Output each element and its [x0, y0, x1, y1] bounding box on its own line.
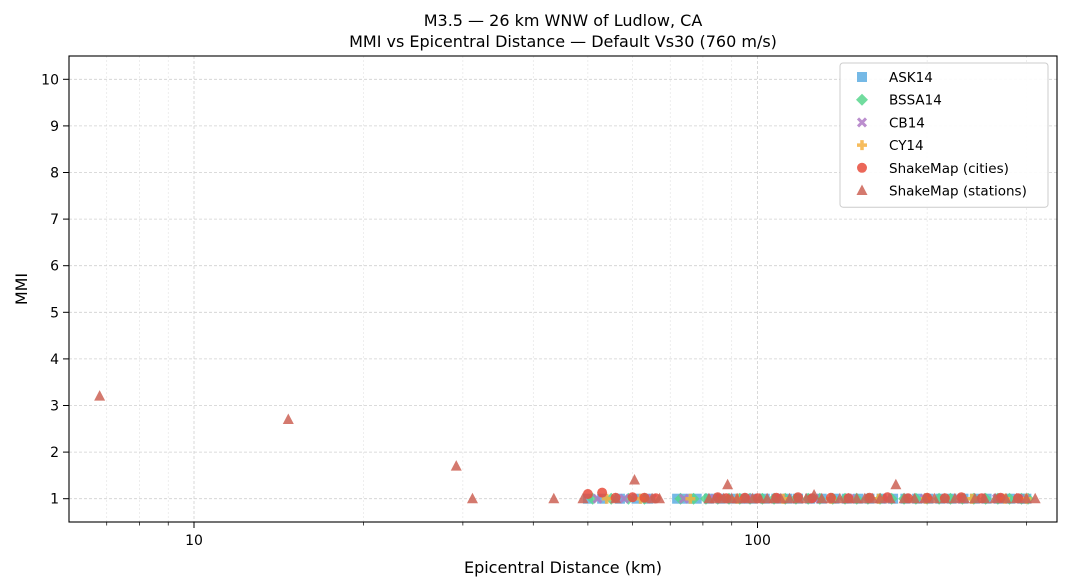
- data-point: [717, 492, 729, 504]
- data-point: [466, 492, 478, 504]
- data-points: [94, 390, 1041, 505]
- x-tick-label: 100: [744, 533, 771, 549]
- data-point: [610, 492, 622, 504]
- legend-marker: [857, 162, 867, 173]
- data-point: [577, 492, 589, 504]
- data-point: [816, 492, 828, 504]
- y-tick-label: 4: [50, 352, 59, 368]
- data-point: [709, 492, 721, 504]
- data-point: [450, 460, 462, 471]
- series-triangle: [94, 390, 1041, 504]
- data-point: [959, 492, 971, 504]
- legend-label: ASK14: [889, 70, 933, 86]
- legend-marker: [857, 72, 867, 82]
- data-point: [761, 492, 773, 504]
- legend-label: ShakeMap (stations): [889, 184, 1027, 200]
- legend-label: ShakeMap (cities): [889, 161, 1009, 177]
- data-point: [722, 478, 734, 490]
- data-point: [94, 390, 106, 401]
- legend-label: CY14: [889, 138, 924, 154]
- y-axis-label: MMI: [12, 273, 31, 305]
- data-point: [884, 492, 896, 504]
- data-point: [792, 492, 804, 504]
- legend-marker: [856, 184, 868, 195]
- y-tick-label: 9: [50, 119, 59, 135]
- data-point: [282, 413, 294, 424]
- data-point: [919, 492, 931, 504]
- data-point: [1020, 492, 1032, 504]
- data-point: [548, 492, 560, 504]
- data-point: [949, 492, 961, 504]
- data-point: [731, 492, 743, 504]
- data-point: [639, 492, 650, 503]
- legend-box: [839, 62, 1049, 208]
- legend: ASK14 BSSA14 CB14 CY14 ShakeMap (cities) Shak…: [839, 62, 1049, 208]
- y-tick-label: 10: [41, 72, 59, 88]
- data-point: [674, 492, 687, 505]
- x-axis-label: Epicentral Distance (km): [464, 558, 662, 577]
- data-point: [747, 492, 759, 504]
- data-point: [646, 492, 658, 504]
- data-point: [939, 492, 951, 504]
- data-point: [1000, 492, 1012, 504]
- y-tick-label: 8: [50, 166, 59, 182]
- x-tick-label: 10: [185, 533, 203, 549]
- data-point: [825, 492, 837, 504]
- data-point: [678, 493, 689, 504]
- data-point: [784, 492, 796, 504]
- data-point: [800, 492, 812, 504]
- legend-marker: [857, 140, 867, 151]
- data-point: [808, 488, 820, 500]
- y-tick-label: 5: [50, 305, 59, 321]
- y-tick-label: 2: [50, 445, 59, 461]
- legend-label: CB14: [889, 115, 925, 131]
- data-point: [851, 492, 863, 504]
- data-point: [874, 492, 886, 504]
- data-point: [979, 492, 991, 504]
- data-point: [601, 493, 612, 504]
- data-point: [627, 492, 638, 503]
- data-point: [619, 493, 630, 504]
- data-point: [654, 492, 666, 504]
- data-point: [898, 492, 910, 504]
- data-point: [775, 492, 787, 504]
- chart-subtitle: MMI vs Epicentral Distance — Default Vs3…: [349, 32, 777, 51]
- data-point: [890, 478, 902, 490]
- plot-frame: [68, 55, 1058, 523]
- data-point: [1029, 492, 1041, 504]
- y-tick-label: 3: [50, 399, 59, 415]
- data-point: [989, 492, 1001, 504]
- y-tick-label: 1: [50, 492, 59, 508]
- data-point: [582, 489, 593, 500]
- data-point: [842, 492, 854, 504]
- axis-ticks: 10 100 1 2 3 4 5 6 7 8 9 10: [41, 72, 1027, 549]
- data-point: [867, 492, 879, 504]
- data-point: [597, 487, 608, 498]
- y-tick-label: 7: [50, 212, 59, 228]
- data-point: [859, 492, 871, 504]
- data-point: [909, 492, 921, 504]
- legend-marker: [856, 117, 868, 128]
- y-tick-label: 6: [50, 259, 59, 275]
- data-point: [754, 492, 766, 504]
- chart-title: M3.5 — 26 km WNW of Ludlow, CA: [424, 11, 703, 30]
- data-point: [685, 493, 696, 504]
- data-point: [928, 492, 940, 504]
- data-point: [834, 492, 846, 504]
- legend-marker: [856, 93, 868, 106]
- data-point: [739, 492, 751, 504]
- data-point: [969, 492, 981, 504]
- data-point: [1010, 492, 1022, 504]
- data-point: [629, 474, 641, 485]
- legend-label: BSSA14: [889, 93, 942, 109]
